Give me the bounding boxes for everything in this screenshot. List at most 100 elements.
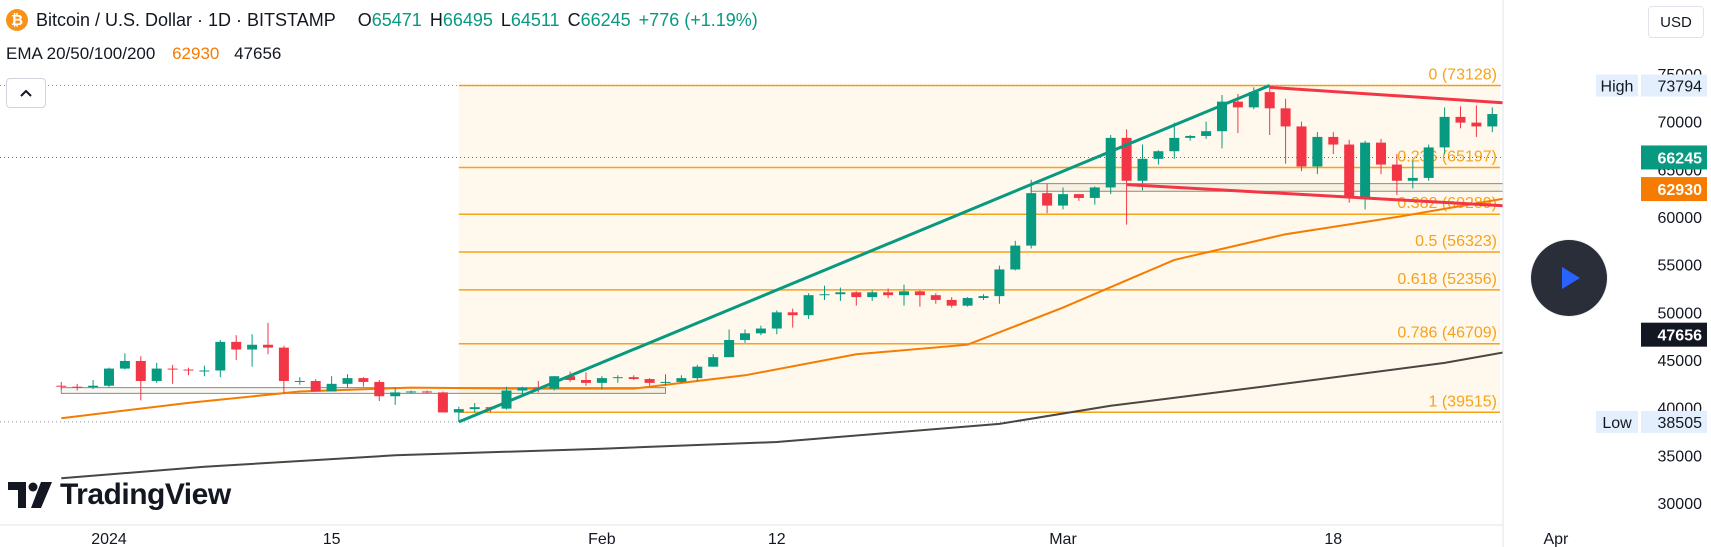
candle-body [803,295,814,316]
candle-body [978,296,989,299]
price-label: 66245 [1658,150,1703,167]
candle-body [930,295,941,300]
candle-body [867,292,878,298]
collapse-legend-button[interactable] [6,78,46,108]
candle-body [215,341,226,371]
ohlc-high-key: H [429,9,443,30]
candle-body [104,368,114,386]
candle-body [1471,122,1482,127]
ohlc-low-key: L [500,9,511,30]
candle-body [1360,142,1371,198]
ohlc-open-value: 65471 [371,9,422,30]
price-tag-bg [1596,410,1638,433]
candle-body [565,376,576,381]
play-button[interactable] [1531,240,1607,316]
candle-body [294,380,305,382]
y-tick-label: 30000 [1658,496,1703,513]
indicator-value-ema200: 47656 [234,44,282,63]
candle-body [310,380,321,392]
candle-body [1201,131,1212,136]
y-tick-label: 55000 [1658,258,1703,275]
indicator-label: EMA 20/50/100/200 [6,44,156,63]
candle-body [151,368,162,381]
candle-body [501,390,512,409]
candle-body [962,298,973,306]
candle-body [835,292,846,295]
y-tick-label: 35000 [1658,448,1703,465]
candle-body [358,378,369,382]
candle-body [374,381,385,397]
x-tick-label: 15 [323,531,341,547]
x-tick-label: Feb [588,531,616,547]
price-label-bg [1641,177,1707,202]
symbol-title[interactable]: Bitcoin / U.S. Dollar · 1D · BITSTAMP [36,9,336,30]
candle-body [199,370,210,372]
candle-body [946,299,957,306]
candle-body [390,392,401,397]
ema50-line [61,188,1604,420]
fib-level-label: 0.5 (56323) [1415,233,1497,250]
y-tick-label: 45000 [1658,353,1703,370]
y-tick-label: 70000 [1658,115,1703,132]
candle-body [247,344,258,350]
candle-body [56,385,67,387]
ohlc-high-value: 66495 [442,9,493,30]
candle-body [1058,194,1068,206]
candle-body [437,392,448,413]
ohlc-low-value: 64511 [510,9,560,30]
candle-body [469,407,480,410]
x-tick-label: Apr [1543,531,1569,547]
candle-body [914,291,925,296]
candle-body [406,391,417,393]
fib-zone [458,85,1500,413]
candle-body [453,409,464,413]
chevron-up-icon [20,89,32,97]
candle-body [660,381,671,383]
candle-body [1010,245,1021,270]
price-label-bg [1641,410,1707,433]
candle-body [819,294,830,296]
price-label-bg [1641,322,1707,347]
candle-body [326,383,337,392]
ohlc-close-value: 66245 [580,9,631,30]
candle-body [1344,144,1355,198]
candle-body [342,378,353,384]
y-tick-label: 50000 [1658,305,1703,322]
candle-body [899,291,909,296]
tradingview-logo-icon [8,482,52,508]
candle-body [692,366,703,379]
candle-body [1217,101,1227,132]
candle-body [1376,142,1386,165]
ema200-line [61,333,1604,480]
candle-body [1121,137,1132,181]
price-label: 62930 [1658,182,1703,199]
price-tag-bg [1596,74,1638,97]
tradingview-logo-text: TradingView [60,478,231,511]
x-tick-label: Mar [1049,531,1077,547]
candle-body [263,344,273,348]
price-tag-label: Low [1602,415,1632,432]
x-tick-label: 12 [768,531,786,547]
candle-body [278,347,289,381]
fib-level-label: 0.618 (52356) [1397,271,1497,288]
tradingview-logo[interactable]: TradingView [8,478,231,512]
candle-body [1105,137,1116,188]
candle-body [1248,92,1259,108]
candle-body [1407,177,1418,181]
candle-body [1153,151,1164,159]
price-label: 73794 [1658,78,1703,95]
candle-body [581,380,591,383]
symbol-header: ₿ Bitcoin / U.S. Dollar · 1D · BITSTAMP … [6,8,758,32]
candle-body [517,387,528,391]
candle-body [851,292,862,298]
candle-body [1169,137,1180,152]
fib-level-label: 0 (73128) [1429,66,1498,83]
indicator-legend[interactable]: EMA 20/50/100/200 62930 47656 [6,44,281,64]
candle-body [72,386,83,388]
candle-body [1391,164,1402,181]
currency-button[interactable]: USD [1648,6,1704,38]
y-tick-label: 60000 [1658,210,1703,227]
candle-body [787,312,798,316]
candle-body [231,341,242,350]
